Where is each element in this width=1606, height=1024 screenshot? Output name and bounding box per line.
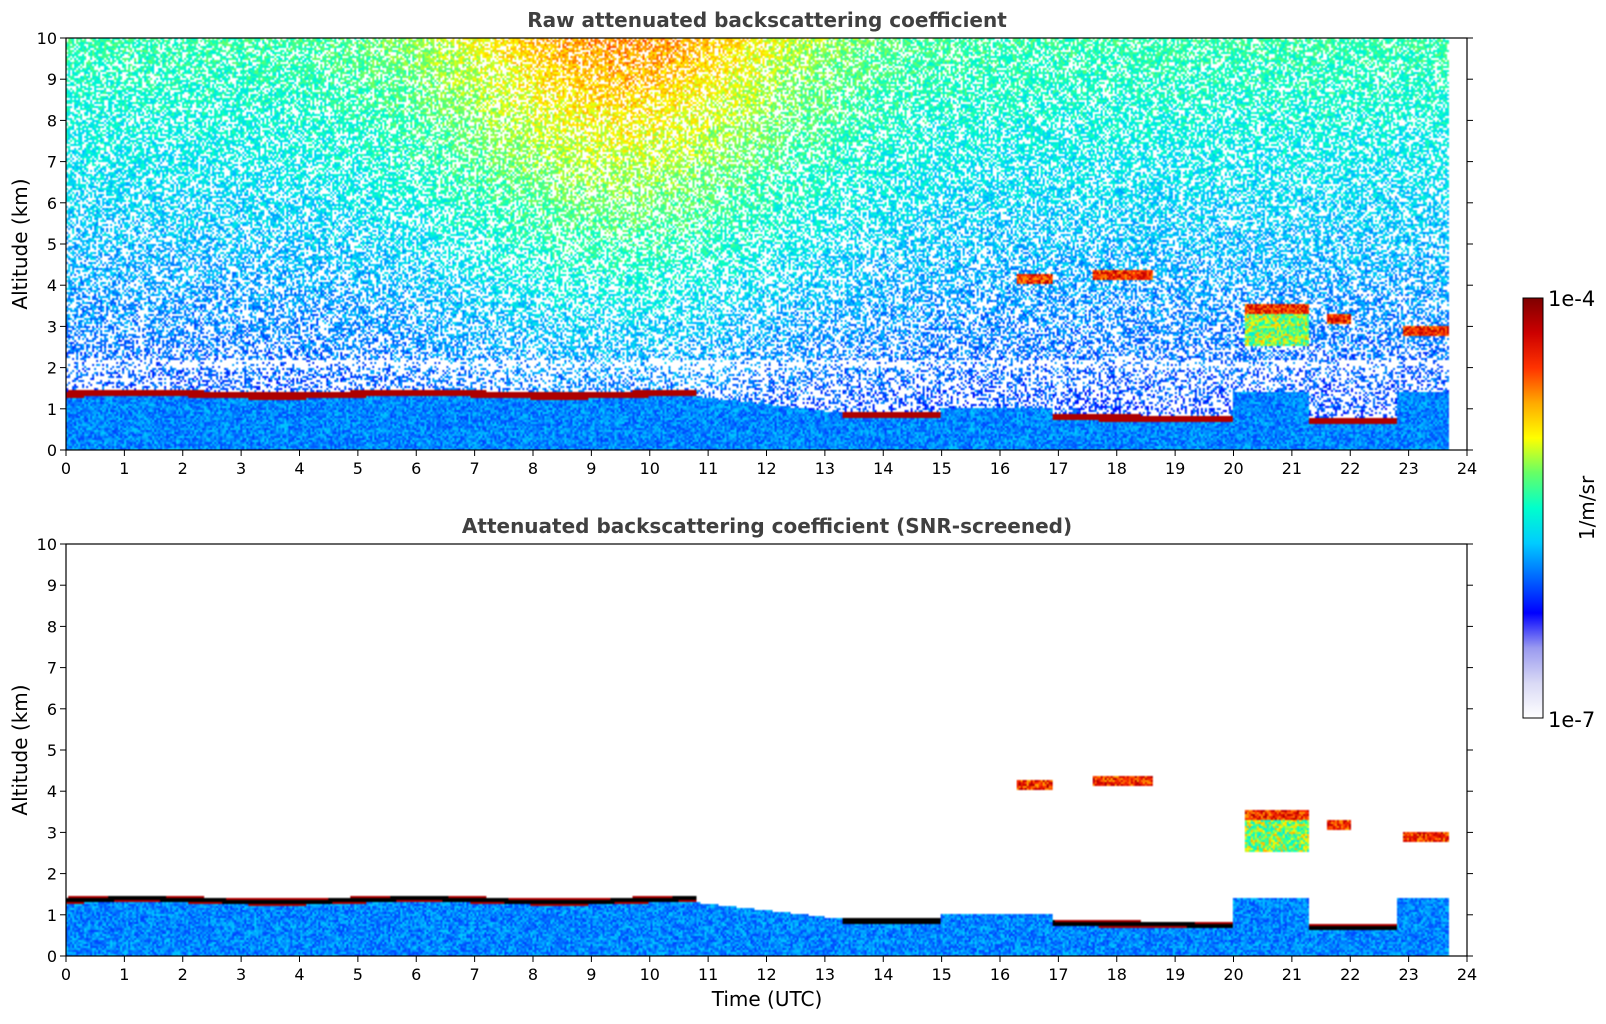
y-tick-label: 5 — [47, 741, 57, 760]
x-tick-label: 4 — [294, 459, 304, 478]
x-tick-label: 5 — [353, 965, 363, 984]
heatmap-raw — [66, 38, 1467, 450]
x-tick-label: 19 — [1165, 965, 1185, 984]
y-axis-label-screened: Altitude (km) — [8, 684, 32, 815]
heatmap-screened — [66, 544, 1467, 956]
x-tick-label: 2 — [178, 459, 188, 478]
y-tick-label: 6 — [47, 700, 57, 719]
x-tick-label: 4 — [294, 965, 304, 984]
x-tick-label: 8 — [528, 965, 538, 984]
x-tick-label: 16 — [990, 965, 1010, 984]
y-tick-label: 9 — [47, 576, 57, 595]
y-tick-label: 10 — [37, 29, 57, 48]
x-axis-screened: 0 1 2 3 4 5 6 7 8 9 10 11 12 13 14 15 16 17 18 19 20 21 22 23 24 — [61, 956, 1477, 984]
x-tick-label: 7 — [470, 965, 480, 984]
x-tick-label: 23 — [1398, 459, 1418, 478]
x-tick-label: 11 — [698, 965, 718, 984]
colorbar-max-label: 1e-4 — [1548, 287, 1595, 311]
x-tick-label: 22 — [1340, 459, 1360, 478]
y-tick-label: 4 — [47, 782, 57, 801]
x-tick-label: 19 — [1165, 459, 1185, 478]
x-tick-label: 10 — [640, 965, 660, 984]
x-tick-label: 6 — [411, 459, 421, 478]
y-tick-label: 0 — [47, 947, 57, 966]
x-tick-label: 1 — [119, 459, 129, 478]
y-tick-label: 5 — [47, 235, 57, 254]
x-tick-label: 9 — [586, 965, 596, 984]
y-tick-label: 3 — [47, 823, 57, 842]
x-axis-label: Time (UTC) — [711, 987, 823, 1011]
x-tick-label: 3 — [236, 459, 246, 478]
x-tick-label: 1 — [119, 965, 129, 984]
y-tick-label: 9 — [47, 70, 57, 89]
chart-title-screened: Attenuated backscattering coefficient (S… — [462, 514, 1072, 538]
colorbar: 1e-4 1e-7 1/m/sr — [1522, 287, 1599, 732]
y-tick-label: 0 — [47, 441, 57, 460]
x-tick-label: 22 — [1340, 965, 1360, 984]
x-tick-label: 16 — [990, 459, 1010, 478]
y-tick-label: 4 — [47, 276, 57, 295]
y-tick-label: 1 — [47, 400, 57, 419]
y-tick-label: 6 — [47, 194, 57, 213]
x-axis-raw: 0 1 2 3 4 5 6 7 8 9 10 11 12 13 14 15 16 17 18 19 20 21 22 23 24 — [61, 450, 1477, 478]
x-tick-label: 9 — [586, 459, 596, 478]
x-tick-label: 11 — [698, 459, 718, 478]
y-tick-label: 8 — [47, 617, 57, 636]
x-tick-label: 20 — [1223, 965, 1243, 984]
chart-title-raw: Raw attenuated backscattering coefficien… — [527, 8, 1007, 32]
y-tick-label: 1 — [47, 906, 57, 925]
colorbar-unit-label: 1/m/sr — [1575, 475, 1599, 540]
x-tick-label: 12 — [756, 459, 776, 478]
y-tick-label: 2 — [47, 865, 57, 884]
x-tick-label: 0 — [61, 459, 71, 478]
x-tick-label: 7 — [470, 459, 480, 478]
y-tick-label: 8 — [47, 111, 57, 130]
y-tick-label: 7 — [47, 659, 57, 678]
x-tick-label: 10 — [640, 459, 660, 478]
panel-screened: Attenuated backscattering coefficient (S… — [8, 514, 1477, 1011]
x-tick-label: 18 — [1107, 459, 1127, 478]
x-tick-label: 8 — [528, 459, 538, 478]
x-tick-label: 5 — [353, 459, 363, 478]
x-tick-label: 14 — [873, 459, 893, 478]
colorbar-min-label: 1e-7 — [1548, 708, 1595, 732]
x-tick-label: 2 — [178, 965, 188, 984]
y-axis-raw: 0 1 2 3 4 5 6 7 8 9 10 — [37, 29, 1473, 460]
x-tick-label: 24 — [1457, 965, 1477, 984]
x-tick-label: 21 — [1282, 965, 1302, 984]
x-tick-label: 12 — [756, 965, 776, 984]
x-tick-label: 17 — [1048, 459, 1068, 478]
x-tick-label: 14 — [873, 965, 893, 984]
x-tick-label: 13 — [815, 459, 835, 478]
x-tick-label: 0 — [61, 965, 71, 984]
x-tick-label: 23 — [1398, 965, 1418, 984]
x-tick-label: 15 — [931, 965, 951, 984]
y-tick-label: 3 — [47, 317, 57, 336]
x-tick-label: 20 — [1223, 459, 1243, 478]
x-tick-label: 3 — [236, 965, 246, 984]
x-tick-label: 21 — [1282, 459, 1302, 478]
y-axis-label-raw: Altitude (km) — [8, 178, 32, 309]
y-tick-label: 2 — [47, 359, 57, 378]
y-tick-label: 10 — [37, 535, 57, 554]
x-tick-label: 17 — [1048, 965, 1068, 984]
colorbar-gradient — [1522, 297, 1544, 719]
x-tick-label: 18 — [1107, 965, 1127, 984]
panel-raw: Raw attenuated backscattering coefficien… — [8, 8, 1477, 478]
y-tick-label: 7 — [47, 153, 57, 172]
x-tick-label: 6 — [411, 965, 421, 984]
x-tick-label: 15 — [931, 459, 951, 478]
y-axis-screened: 0 1 2 3 4 5 6 7 8 9 10 — [37, 535, 1473, 966]
x-tick-label: 24 — [1457, 459, 1477, 478]
x-tick-label: 13 — [815, 965, 835, 984]
